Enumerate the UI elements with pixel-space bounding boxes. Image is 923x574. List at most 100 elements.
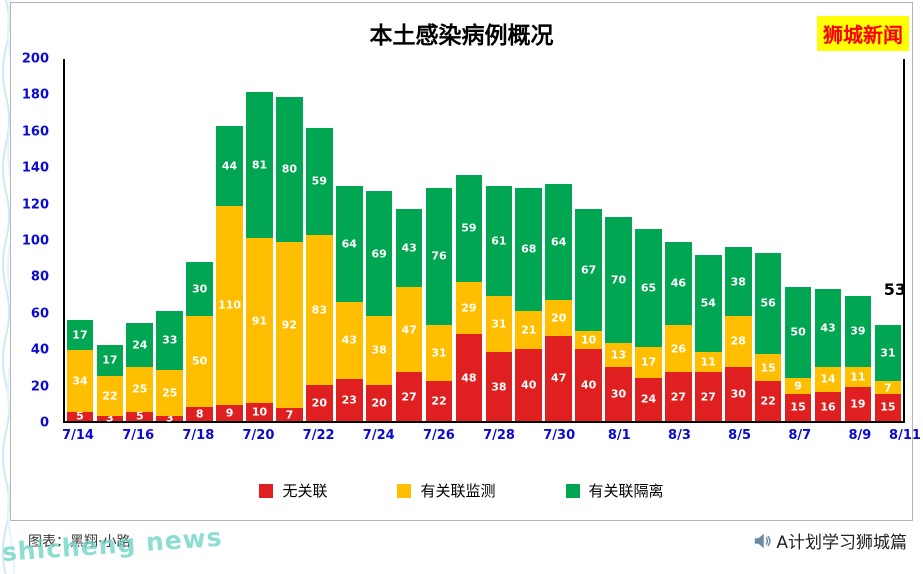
segment-value-label: 33 xyxy=(162,333,178,347)
bar-segment: 67 xyxy=(575,209,602,331)
segment-value-label: 24 xyxy=(132,338,148,352)
chart-title: 本土感染病例概况 xyxy=(369,23,554,49)
bar-segment: 92 xyxy=(276,241,303,409)
segment-value-label: 30 xyxy=(191,282,208,296)
attribution-label: A计划学习狮城篇 xyxy=(776,533,907,553)
segment-value-label: 40 xyxy=(580,378,597,392)
segment-value-label: 5 xyxy=(135,409,144,423)
y-tick-label: 120 xyxy=(21,197,49,213)
bar-7/28: 38 31 61 xyxy=(484,59,514,421)
segment-value-label: 50 xyxy=(191,354,208,368)
segment-value-label: 47 xyxy=(551,371,567,385)
segment-value-label: 76 xyxy=(431,249,447,263)
segment-value-label: 27 xyxy=(670,390,687,404)
legend-item-unlinked: 无关联 xyxy=(259,480,327,501)
legend-label: 有关联监测 xyxy=(420,482,496,500)
bar-segment: 24 xyxy=(635,377,662,421)
segment-value-label: 20 xyxy=(311,396,327,410)
x-tick-label: 7/30 xyxy=(543,428,576,443)
bar-7/25: 27 47 43 xyxy=(394,59,424,421)
segment-value-label: 15 xyxy=(760,361,776,375)
segment-value-label: 69 xyxy=(371,247,387,261)
segment-value-label: 28 xyxy=(730,334,746,348)
segment-value-label: 9 xyxy=(225,406,234,420)
bar-segment: 5 xyxy=(126,409,154,423)
chart-card: 本土感染病例概况 狮城新闻 0 20 40 60 80 100 120 140 160 180 20… xyxy=(10,2,921,521)
bar-segment: 11 xyxy=(695,352,722,373)
x-tick-label: 7/20 xyxy=(242,428,275,443)
bar-8/5: 30 28 38 xyxy=(723,59,753,421)
segment-value-label: 70 xyxy=(610,273,627,287)
bar-8/10: 15 7 31 53 xyxy=(873,59,906,421)
bar-7/16: 5 25 24 xyxy=(125,59,155,423)
segment-value-label: 17 xyxy=(72,328,88,342)
bar-segment: 38 xyxy=(485,352,513,421)
bar-segment: 31 xyxy=(874,325,902,382)
plot-area: 5 34 17 3 22 17 5 25 24 3 25 33 8 50 30 9 110 44 10 91 81 7 92… xyxy=(63,59,906,425)
y-tick-label: 200 xyxy=(21,51,49,67)
bar-segment: 48 xyxy=(455,334,483,421)
legend-swatch-green xyxy=(565,483,580,498)
bar-segment: 44 xyxy=(216,126,243,206)
bar-segment: 59 xyxy=(455,174,483,282)
segment-value-label: 16 xyxy=(820,400,836,414)
bar-7/30: 47 20 64 xyxy=(544,59,574,421)
bar-segment: 22 xyxy=(96,375,124,416)
bar-7/26: 22 31 76 xyxy=(424,59,454,421)
segment-value-label: 7 xyxy=(285,408,294,422)
segment-value-label: 26 xyxy=(670,342,687,356)
x-tick-label: 7/18 xyxy=(182,428,215,443)
segment-value-label: 3 xyxy=(165,411,174,425)
bar-7/29: 40 21 68 xyxy=(514,59,544,421)
bar-segment: 7 xyxy=(276,408,303,421)
segment-value-label: 83 xyxy=(311,303,327,317)
y-tick-label: 100 xyxy=(21,233,49,249)
segment-value-label: 17 xyxy=(640,355,657,369)
segment-value-label: 15 xyxy=(880,400,896,414)
segment-value-label: 29 xyxy=(461,301,477,315)
attribution: A计划学习狮城篇 xyxy=(753,528,907,553)
bar-segment: 28 xyxy=(724,316,752,367)
bar-segment: 47 xyxy=(545,335,573,421)
bar-segment: 9 xyxy=(784,377,812,394)
segment-value-label: 43 xyxy=(820,321,836,335)
x-tick-label: 8/11 xyxy=(889,428,921,443)
x-tick-label: 7/14 xyxy=(62,428,94,443)
bar-segment: 17 xyxy=(66,319,94,351)
segment-value-label: 39 xyxy=(850,324,866,338)
x-tick-label: 8/3 xyxy=(668,428,691,443)
bar-segment: 14 xyxy=(814,366,842,393)
x-tick-label: 8/5 xyxy=(728,428,752,443)
segment-value-label: 68 xyxy=(521,242,537,256)
x-axis: 7/14 7/16 7/18 7/20 7/22 7/24 7/26 7/28 7/30 8/1 8… xyxy=(62,428,921,450)
bar-segment: 25 xyxy=(156,370,184,416)
segment-value-label: 7 xyxy=(884,381,892,395)
segment-value-label: 20 xyxy=(551,311,567,325)
bar-segment: 43 xyxy=(335,301,363,380)
bar-7/18: 8 50 30 xyxy=(185,59,215,421)
bar-7/31: 40 10 67 xyxy=(574,59,604,421)
y-tick-label: 0 xyxy=(39,415,49,431)
legend-swatch-yellow xyxy=(397,483,412,498)
bar-8/3: 27 26 46 xyxy=(663,59,693,421)
x-tick-label: 7/24 xyxy=(362,428,395,443)
legend-label: 有关联隔离 xyxy=(588,482,664,500)
bar-segment: 31 xyxy=(485,296,513,353)
total-annotation: 53 xyxy=(883,280,906,300)
bar-segment: 59 xyxy=(306,127,333,235)
y-tick-label: 20 xyxy=(30,379,49,395)
x-tick-label: 8/9 xyxy=(848,428,872,443)
segment-value-label: 92 xyxy=(281,318,298,332)
bar-7/19: 9 110 44 xyxy=(215,59,245,421)
segment-value-label: 64 xyxy=(341,237,357,251)
bar-8/6: 22 15 56 xyxy=(753,59,783,421)
bar-segment: 30 xyxy=(186,261,213,317)
segment-value-label: 9 xyxy=(794,379,802,393)
bar-segment: 17 xyxy=(96,345,124,376)
y-tick-label: 60 xyxy=(30,306,49,322)
bar-segment: 30 xyxy=(605,366,632,421)
segment-value-label: 3 xyxy=(106,411,114,425)
chart-legend: 无关联 有关联监测 有关联隔离 xyxy=(11,480,912,501)
segment-value-label: 61 xyxy=(491,234,507,248)
segment-value-label: 38 xyxy=(491,380,507,394)
